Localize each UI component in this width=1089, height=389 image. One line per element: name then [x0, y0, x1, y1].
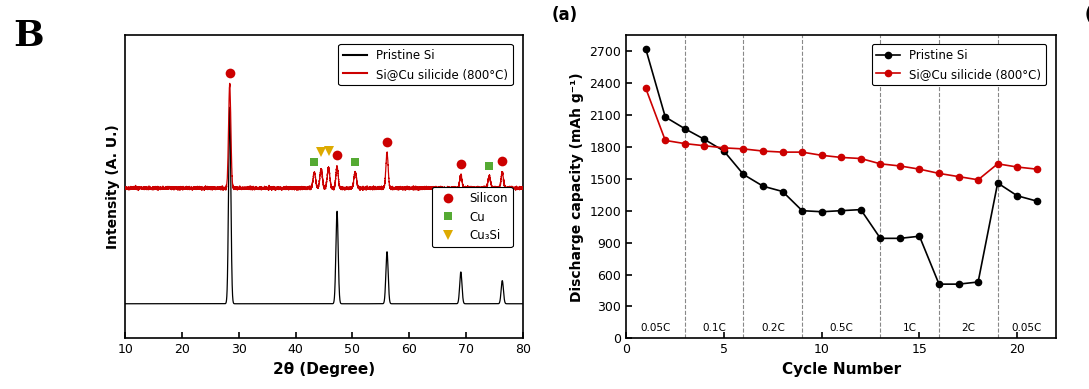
Legend: Silicon, Cu, Cu₃Si: Silicon, Cu, Cu₃Si — [432, 187, 513, 247]
Legend: Pristine Si, Si@Cu silicide (800°C): Pristine Si, Si@Cu silicide (800°C) — [871, 44, 1047, 85]
Text: 2C: 2C — [962, 323, 976, 333]
Text: 0.05C: 0.05C — [640, 323, 671, 333]
Text: 0.5C: 0.5C — [830, 323, 853, 333]
Y-axis label: Intensity (A. U.): Intensity (A. U.) — [106, 124, 120, 249]
Text: 0.05C: 0.05C — [1012, 323, 1042, 333]
X-axis label: 2θ (Degree): 2θ (Degree) — [273, 362, 375, 377]
Text: B: B — [13, 19, 44, 53]
Text: (a): (a) — [551, 6, 577, 24]
Text: 0.1C: 0.1C — [702, 323, 726, 333]
Y-axis label: Discharge capacity (mAh g⁻¹): Discharge capacity (mAh g⁻¹) — [570, 72, 584, 301]
Text: (b): (b) — [1085, 6, 1089, 24]
Text: 1C: 1C — [903, 323, 917, 333]
Text: 0.2C: 0.2C — [761, 323, 785, 333]
X-axis label: Cycle Number: Cycle Number — [782, 362, 901, 377]
